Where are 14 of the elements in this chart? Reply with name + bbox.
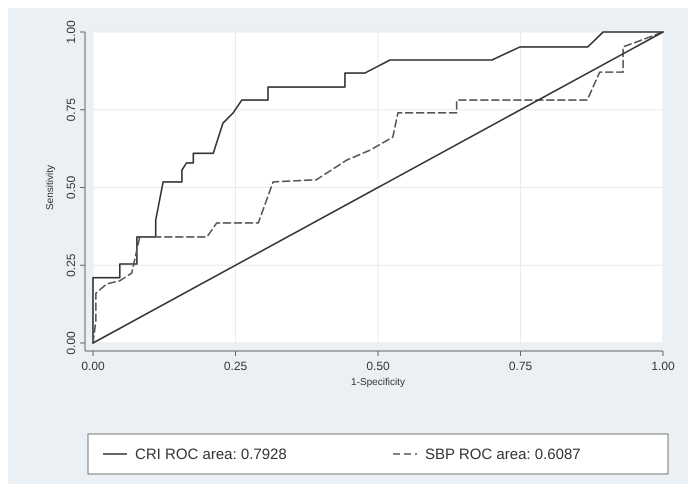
y-axis-title: Sensitivity (45, 164, 56, 210)
legend-label: SBP ROC area: 0.6087 (425, 446, 581, 463)
y-tick-label: 0.00 (64, 331, 78, 355)
x-tick-label: 0.50 (366, 359, 390, 373)
y-tick-label: 1.00 (64, 20, 78, 44)
x-tick-label: 1.00 (651, 359, 675, 373)
y-tick-label: 0.75 (64, 98, 78, 122)
legend-label: CRI ROC area: 0.7928 (135, 446, 287, 463)
x-tick-label: 0.00 (81, 359, 105, 373)
y-tick-label: 0.50 (64, 176, 78, 200)
x-axis-title: 1-Specificity (351, 377, 405, 388)
y-tick-label: 0.25 (64, 253, 78, 277)
x-tick-label: 0.25 (224, 359, 248, 373)
x-tick-label: 0.75 (508, 359, 532, 373)
